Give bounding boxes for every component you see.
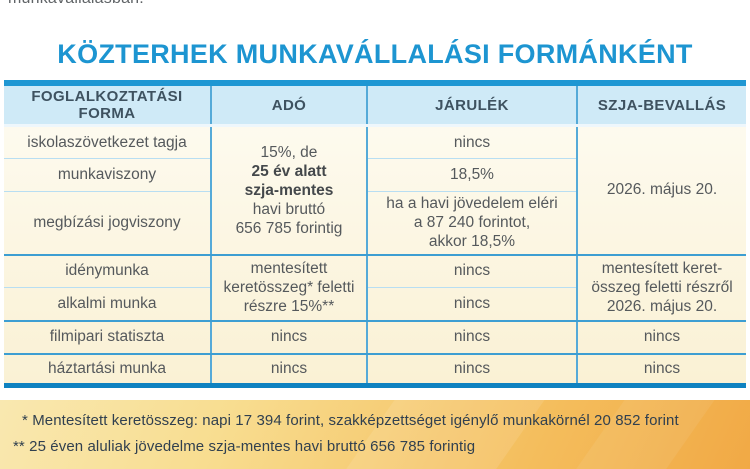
decorative-ray [568,400,722,469]
jarulek-cell-megbizasi: ha a havi jövedelem eléri a 87 240 forin… [366,191,577,256]
szja-cell-group1: 2026. május 20. [576,125,746,256]
table-row: megbízási jogviszony ha a havi jövedelem… [4,191,746,256]
jarulek-cell-haztartasi: nincs [366,353,577,386]
ado-group2-line3: részre 15%** [243,298,335,315]
column-header-szja-bevallas: SZJA-BEVALLÁS [576,83,746,127]
jarulek-megbizasi-line2: a 87 240 forintot, [413,214,531,232]
row-label-megbizasi: megbízási jogviszony [4,191,211,256]
jarulek-cell-iskolaszovetkezet: nincs [366,125,577,159]
footnote-band: * Mentesített keretösszeg: napi 17 394 f… [0,400,750,469]
row-label-filmipari: filmipari statiszta [4,320,211,355]
column-header-foglalkoztatasi-forma: FOGLALKOZTATÁSI FORMA [4,83,211,127]
footnote-1: * Mentesített keretösszeg: napi 17 394 f… [22,412,679,429]
jarulek-megbizasi-line1: ha a havi jövedelem eléri [386,195,558,213]
jarulek-cell-munkaviszony: 18,5% [366,158,577,192]
table-row: alkalmi munka nincs [4,287,746,322]
jarulek-cell-alkalmi: nincs [366,287,577,322]
row-label-haztartasi: háztartási munka [47,359,167,377]
ado-group1-line2: 25 év alatt [251,162,327,180]
table-row: iskolaszövetkezet tagja 15%, de 25 év al… [4,125,746,256]
szja-group2-line1: mentesített keret- [601,260,723,277]
ado-group2-line1: mentesített [250,260,328,277]
footnote-2: ** 25 éven aluliak jövedelme szja-mentes… [13,438,476,455]
jarulek-cell-idenymunka: nincs [366,254,577,288]
table-row: munkaviszony 18,5% [4,158,746,192]
ado-cell-filmipari: nincs [210,320,367,355]
row-label-munkaviszony: munkaviszony [4,158,211,192]
jarulek-cell-filmipari: nincs [366,320,577,355]
szja-cell-group2: mentesített keret- összeg feletti részrő… [576,254,746,322]
szja-cell-filmipari: nincs [576,320,746,355]
row-label-alkalmi: alkalmi munka [4,287,211,322]
szja-group2-line3: 2026. május 20. [606,298,718,315]
column-header-jarulek: JÁRULÉK [366,83,577,127]
ado-group1-line1: 15%, de [260,143,318,161]
table-row: filmipari statiszta nincs nincs nincs [4,320,746,355]
ado-group1-line5: 656 785 forintig [235,219,343,237]
page-title: KÖZTERHEK MUNKAVÁLLALÁSI FORMÁNKÉNT [57,39,693,69]
ado-cell-haztartasi: nincs [210,353,367,386]
ado-group2-line2: keretösszeg* feletti [223,279,355,296]
ado-cell-group1: 15%, de 25 év alatt szja-mentes havi bru… [210,125,367,256]
table-header-row: FOGLALKOZTATÁSI FORMA ADÓ JÁRULÉK SZJA-B… [4,83,746,127]
ado-group1-line3: szja-mentes [244,181,334,199]
table-row: háztartási munka nincs nincs nincs [4,353,746,386]
ado-cell-group2: mentesített keretösszeg* feletti részre … [210,254,367,322]
row-label-idenymunka: idénymunka [4,254,211,288]
row-label-iskolaszovetkezet: iskolaszövetkezet tagja [4,125,211,159]
ado-group1-line4: havi bruttó [252,200,326,218]
szja-group2-line2: összeg feletti részről [591,279,733,296]
table-row: idénymunka mentesített keretösszeg* fele… [4,254,746,322]
clipped-top-text: munkavállalásban. [8,0,144,8]
decorative-ray [338,400,552,469]
column-header-ado: ADÓ [210,83,367,127]
jarulek-megbizasi-line3: akkor 18,5% [428,233,516,251]
szja-cell-haztartasi: nincs [576,353,746,386]
public-charges-table: FOGLALKOZTATÁSI FORMA ADÓ JÁRULÉK SZJA-B… [4,80,746,388]
